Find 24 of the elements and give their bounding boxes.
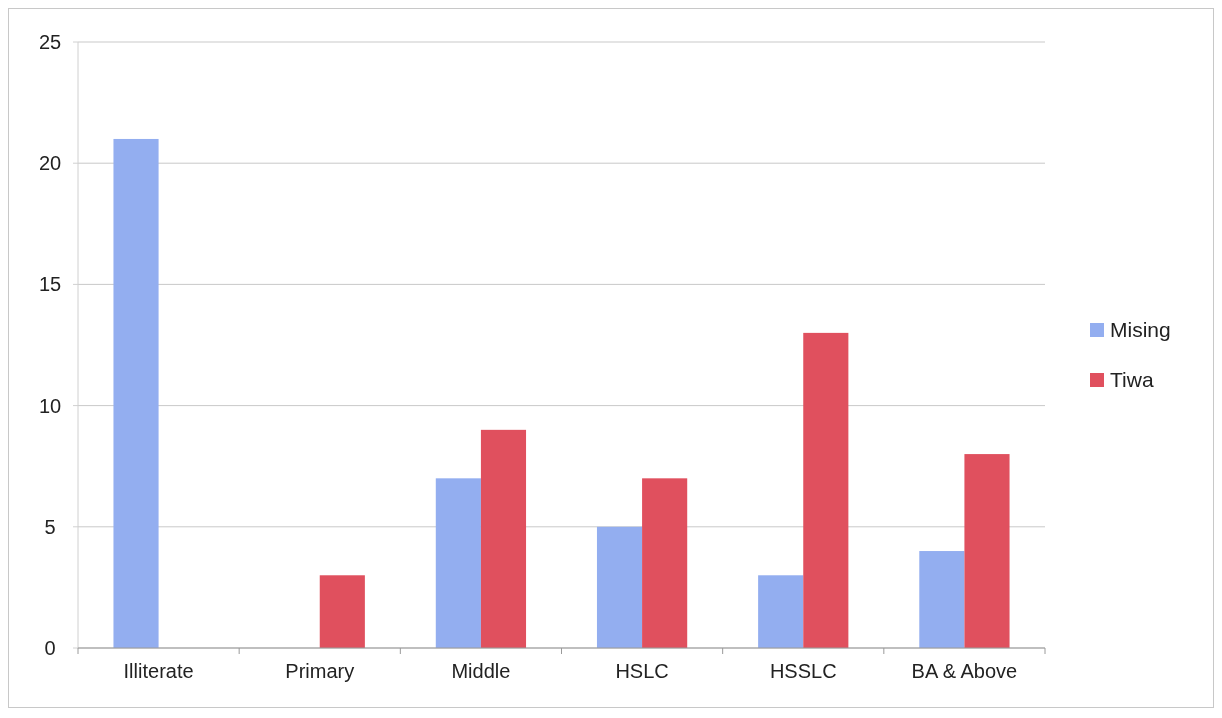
x-tick-label: BA & Above [911, 660, 1018, 682]
bar [642, 478, 688, 648]
bar [480, 429, 527, 648]
bar [919, 551, 965, 648]
bar [113, 138, 159, 648]
x-tick-label: Illiterate [123, 660, 194, 682]
legend-label: Mising [1110, 318, 1171, 342]
bar [435, 478, 481, 648]
x-tick-label: Primary [285, 660, 355, 682]
y-tick-label: 25 [38, 31, 62, 53]
y-tick-label: 10 [38, 394, 62, 417]
legend-label: Tiwa [1110, 368, 1154, 392]
x-tick-label: Middle [451, 660, 511, 682]
y-tick-label: 5 [44, 515, 56, 538]
bar [596, 526, 643, 648]
y-tick-label: 15 [38, 273, 62, 296]
bar [758, 575, 804, 648]
y-tick-label: 20 [38, 152, 62, 175]
bar [319, 575, 365, 648]
bar [964, 454, 1010, 648]
x-tick-label: HSSLC [769, 660, 837, 682]
y-tick-label: 0 [44, 637, 56, 659]
x-tick-label: HSLC [615, 660, 669, 682]
bar [803, 332, 849, 648]
